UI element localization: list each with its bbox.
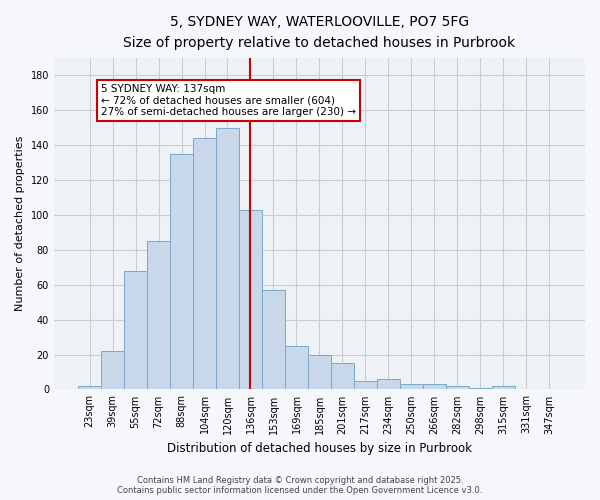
- Bar: [400, 384, 423, 390]
- Bar: [308, 354, 331, 390]
- X-axis label: Distribution of detached houses by size in Purbrook: Distribution of detached houses by size …: [167, 442, 472, 455]
- Bar: [262, 290, 285, 390]
- Y-axis label: Number of detached properties: Number of detached properties: [15, 136, 25, 312]
- Bar: [101, 351, 124, 390]
- Bar: [124, 270, 147, 390]
- Bar: [147, 241, 170, 390]
- Bar: [492, 386, 515, 390]
- Bar: [469, 388, 492, 390]
- Bar: [239, 210, 262, 390]
- Bar: [377, 379, 400, 390]
- Bar: [193, 138, 216, 390]
- Bar: [216, 128, 239, 390]
- Title: 5, SYDNEY WAY, WATERLOOVILLE, PO7 5FG
Size of property relative to detached hous: 5, SYDNEY WAY, WATERLOOVILLE, PO7 5FG Si…: [124, 15, 515, 50]
- Bar: [331, 363, 354, 390]
- Bar: [78, 386, 101, 390]
- Bar: [446, 386, 469, 390]
- Bar: [285, 346, 308, 390]
- Text: Contains HM Land Registry data © Crown copyright and database right 2025.
Contai: Contains HM Land Registry data © Crown c…: [118, 476, 482, 495]
- Bar: [354, 380, 377, 390]
- Bar: [170, 154, 193, 390]
- Text: 5 SYDNEY WAY: 137sqm
← 72% of detached houses are smaller (604)
27% of semi-deta: 5 SYDNEY WAY: 137sqm ← 72% of detached h…: [101, 84, 356, 117]
- Bar: [423, 384, 446, 390]
